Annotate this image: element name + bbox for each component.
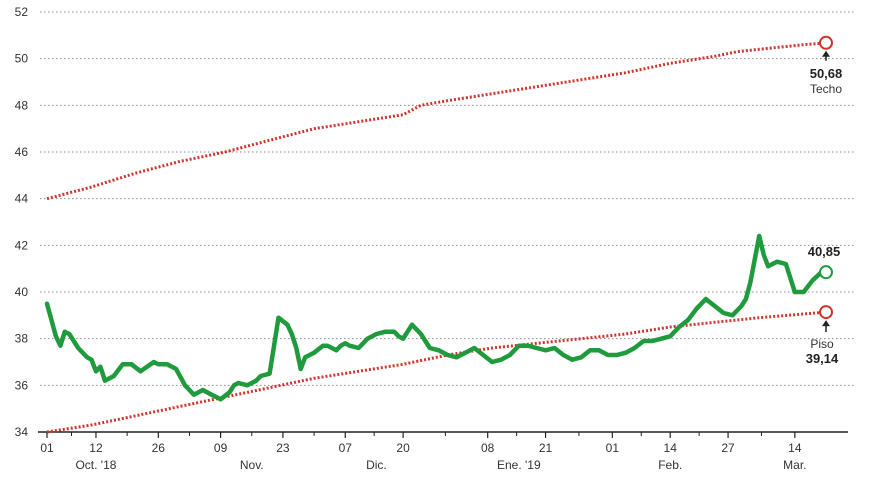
x-tick-label: 07: [339, 441, 353, 455]
x-tick-label: 01: [40, 441, 54, 455]
end-marker-cotizacion: [819, 265, 833, 280]
x-tick-label: 12: [89, 441, 103, 455]
x-tick-label: 26: [152, 441, 166, 455]
annotation-value-techo: 50,68: [810, 66, 843, 81]
annotation-value-current: 40,85: [808, 244, 841, 259]
month-label: Nov.: [240, 458, 264, 472]
x-tick-label: 09: [214, 441, 228, 455]
x-tick-label: 27: [721, 441, 735, 455]
x-tick-label: 20: [396, 441, 410, 455]
x-tick-label: 14: [788, 441, 802, 455]
y-tick-label: 48: [15, 98, 29, 112]
x-tick-label: 14: [664, 441, 678, 455]
arrow-head-icon: [822, 320, 830, 327]
series-line-piso: [46, 310, 827, 434]
annotation-label-techo: Techo: [810, 82, 842, 96]
y-tick-label: 52: [15, 5, 29, 19]
end-marker-techo: [819, 35, 833, 50]
y-tick-label: 34: [15, 425, 29, 439]
month-label: Feb.: [658, 458, 682, 472]
x-tick-label: 21: [539, 441, 553, 455]
annotation-value-piso: 39,14: [806, 351, 839, 366]
y-tick-label: 42: [15, 238, 29, 252]
y-tick-label: 50: [15, 52, 29, 66]
y-axis: 34 36 38 40 42 44 46 48 50 52: [15, 5, 29, 439]
y-tick-label: 36: [15, 378, 29, 392]
series-group: [44, 41, 827, 434]
series-line-cotizacion: [44, 233, 824, 402]
series-line-techo: [46, 41, 827, 201]
month-label: Dic.: [366, 458, 387, 472]
end-marker-piso: [819, 305, 833, 320]
x-tick-label: 23: [276, 441, 290, 455]
x-axis: 01 12 26 09 23 07 20 08 21 01 14 27 14 Oct. '18 Nov. Di…: [38, 431, 848, 472]
annotation-label-piso: Piso: [810, 337, 834, 351]
y-tick-label: 40: [15, 285, 29, 299]
arrow-head-icon: [822, 50, 830, 57]
x-tick-label: 01: [606, 441, 620, 455]
month-label: Ene. '19: [497, 458, 541, 472]
month-label: Oct. '18: [75, 458, 116, 472]
y-tick-label: 38: [15, 332, 29, 346]
month-label: Mar.: [783, 458, 806, 472]
x-tick-label: 08: [481, 441, 495, 455]
y-tick-label: 44: [15, 192, 29, 206]
y-tick-label: 46: [15, 145, 29, 159]
grid-lines: [40, 11, 855, 386]
